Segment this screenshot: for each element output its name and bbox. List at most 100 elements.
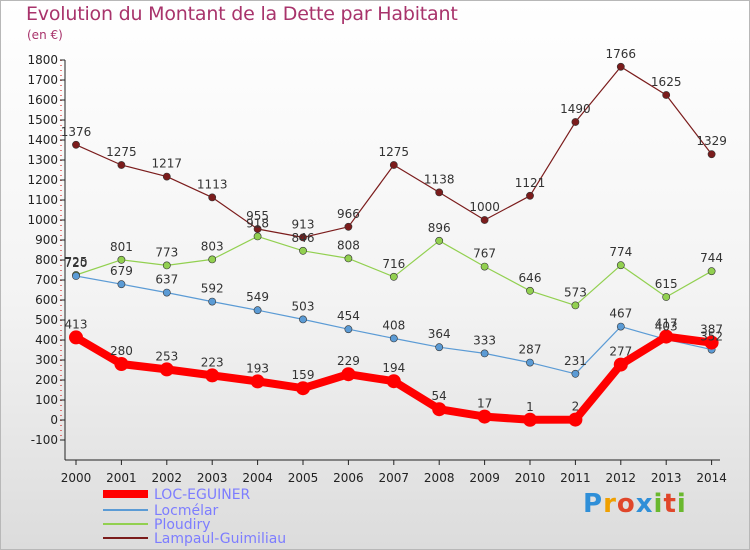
- data-label: 1138: [424, 172, 455, 186]
- data-point: [526, 358, 534, 367]
- data-label: 846: [292, 231, 315, 245]
- x-tick-label: 2013: [651, 471, 682, 485]
- data-point: [296, 381, 310, 396]
- x-tick-label: 2012: [606, 471, 637, 485]
- y-tick-label: 1700: [27, 73, 58, 87]
- chart-title: Evolution du Montant de la Dette par Hab…: [26, 3, 458, 25]
- data-label: 277: [609, 345, 632, 359]
- x-tick-label: 2005: [288, 471, 319, 485]
- y-tick-label: 1300: [27, 153, 58, 167]
- data-point: [344, 325, 353, 334]
- data-label: 223: [201, 355, 224, 369]
- data-point: [613, 357, 628, 372]
- data-point: [117, 280, 126, 289]
- x-tick-label: 2003: [197, 471, 228, 485]
- data-label: 801: [110, 240, 133, 254]
- data-point: [299, 315, 307, 324]
- y-tick-label: 300: [35, 353, 58, 367]
- data-point: [662, 293, 671, 301]
- data-label: 17: [477, 397, 492, 411]
- legend-label: Ploudiry: [154, 517, 211, 533]
- data-point: [432, 402, 447, 417]
- data-label: 725: [65, 255, 88, 269]
- data-point: [659, 329, 674, 344]
- legend-label: LOC-EGUINER: [154, 487, 251, 503]
- data-point: [435, 343, 444, 352]
- data-label: 1275: [379, 145, 410, 159]
- data-point: [526, 191, 534, 200]
- legend-label: Locmélar: [154, 503, 219, 519]
- y-tick-label: 100: [35, 393, 58, 407]
- data-label: 364: [428, 327, 451, 341]
- data-point: [616, 261, 625, 270]
- data-label: 454: [337, 309, 360, 323]
- y-tick-label: 1000: [27, 213, 58, 227]
- data-point: [253, 306, 262, 315]
- data-point: [253, 232, 262, 241]
- data-label: 679: [110, 264, 133, 278]
- data-point: [299, 246, 307, 255]
- data-label: 1000: [469, 200, 500, 214]
- data-label: 194: [382, 361, 405, 375]
- x-tick-label: 2010: [515, 471, 546, 485]
- data-label: 1113: [197, 177, 228, 191]
- y-tick-label: 900: [35, 233, 58, 247]
- data-point: [480, 262, 489, 271]
- data-label: 744: [700, 251, 723, 265]
- data-point: [344, 254, 353, 263]
- data-label: 1376: [61, 125, 92, 139]
- data-point: [523, 412, 537, 427]
- data-point: [208, 193, 217, 202]
- x-tick-label: 2002: [152, 471, 183, 485]
- data-point: [480, 349, 489, 358]
- data-label: 417: [655, 317, 678, 331]
- data-label: 408: [382, 318, 405, 332]
- data-label: 1275: [106, 145, 137, 159]
- data-label: 1625: [651, 75, 682, 89]
- data-label: 774: [609, 245, 632, 259]
- y-tick-label: 800: [35, 253, 58, 267]
- data-label: 352: [700, 330, 723, 344]
- x-tick-label: 2014: [696, 471, 727, 485]
- data-point: [707, 267, 716, 276]
- data-label: 592: [201, 282, 224, 296]
- data-label: 615: [655, 277, 678, 291]
- data-point: [389, 334, 398, 343]
- data-label: 1: [526, 400, 534, 414]
- x-tick-label: 2006: [333, 471, 364, 485]
- data-label: 333: [473, 333, 496, 347]
- data-label: 1121: [515, 176, 546, 190]
- data-point: [386, 374, 401, 389]
- x-tick-label: 2011: [560, 471, 591, 485]
- y-tick-label: 500: [35, 313, 58, 327]
- data-label: 773: [155, 245, 178, 259]
- data-point: [162, 172, 171, 181]
- data-label: 253: [155, 349, 178, 363]
- x-tick-label: 2000: [61, 471, 92, 485]
- x-tick-label: 2001: [106, 471, 137, 485]
- proxiti-logo: Proxiti: [583, 489, 687, 519]
- y-tick-label: 1600: [27, 93, 58, 107]
- data-label: 280: [110, 344, 133, 358]
- y-tick-label: -100: [31, 433, 58, 447]
- data-point: [162, 261, 171, 270]
- data-label: 403: [655, 319, 678, 333]
- data-label: 1329: [696, 134, 727, 148]
- data-label: 720: [65, 256, 88, 270]
- x-tick-label: 2004: [242, 471, 273, 485]
- data-point: [571, 369, 580, 378]
- y-tick-label: 1400: [27, 133, 58, 147]
- data-label: 54: [432, 389, 447, 403]
- y-tick-label: 700: [35, 273, 58, 287]
- data-point: [208, 297, 217, 306]
- data-point: [69, 330, 83, 345]
- y-tick-label: 1200: [27, 173, 58, 187]
- chart-axes: -100010020030040050060070080090010001100…: [27, 53, 726, 485]
- data-point: [616, 322, 625, 331]
- data-label: 2: [572, 400, 580, 414]
- data-label: 231: [564, 354, 587, 368]
- y-tick-label: 400: [35, 333, 58, 347]
- data-label: 573: [564, 285, 587, 299]
- data-point: [707, 150, 716, 159]
